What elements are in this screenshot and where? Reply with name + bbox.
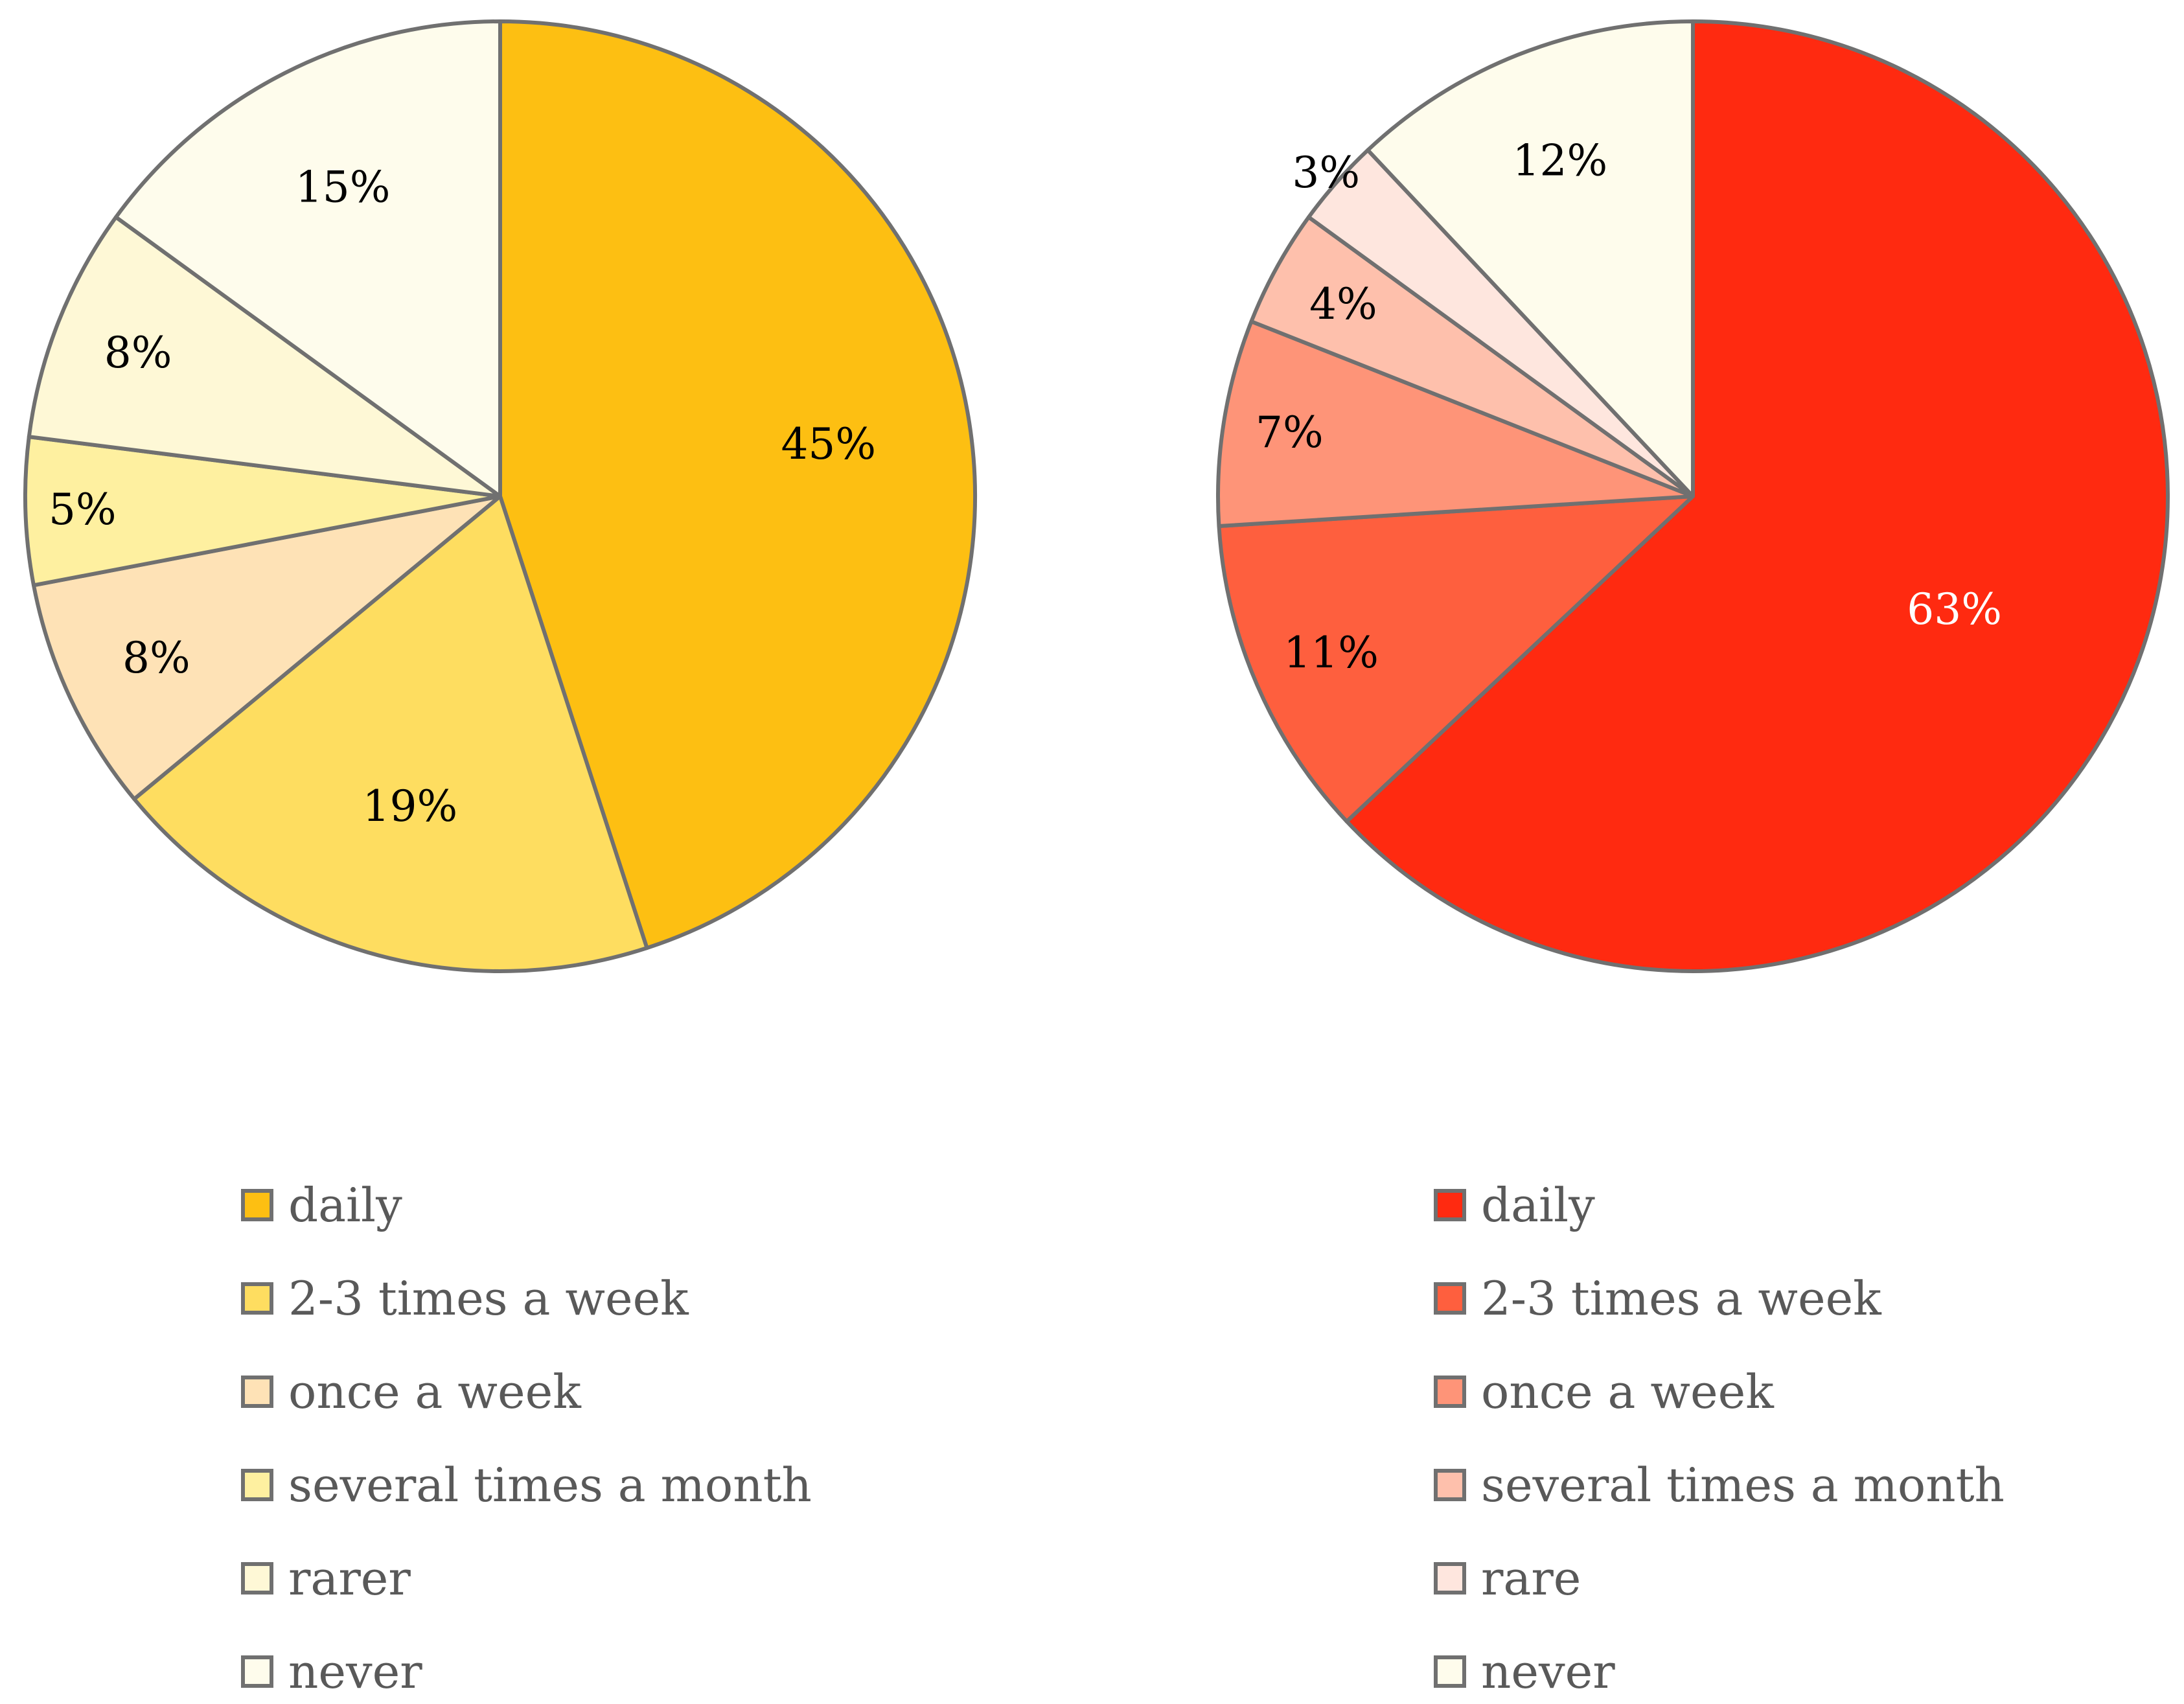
pie-slice-never [1366, 19, 1695, 498]
pie-slice-once-a-week [31, 494, 502, 801]
slice-data-label: 45% [781, 419, 876, 469]
legend-label: 2-3 times a week [288, 1271, 689, 1326]
legend-swatch [1434, 1189, 1466, 1221]
slice-data-label: 63% [1907, 584, 2002, 634]
slice-data-label: 11% [1283, 628, 1379, 678]
slice-data-label: 3% [1292, 148, 1360, 198]
slice-data-label: 7% [1256, 408, 1324, 457]
legend-label: daily [1481, 1178, 1595, 1232]
pie-slice-once-a-week [1216, 319, 1695, 529]
pie-slice-2-3-times-a-week [1217, 494, 1695, 823]
legend-swatch [241, 1282, 273, 1315]
pie-slice-rarer [27, 215, 502, 498]
pie-slice-2-3-times-a-week [132, 494, 649, 973]
legend-swatch [1434, 1655, 1466, 1688]
legend-label: daily [288, 1178, 402, 1232]
legend-label: rare [1481, 1551, 1581, 1606]
slice-data-label: 4% [1309, 279, 1377, 329]
legend-right: daily 2-3 times a week once a week several … [1434, 1178, 2005, 1699]
pie-slice-never [113, 19, 502, 498]
slice-data-label: 8% [122, 633, 190, 683]
pie-chart-left: 45% 19% 8% 5% 8% 15% [23, 19, 977, 973]
legend-swatch [1434, 1469, 1466, 1501]
slice-data-label: 19% [363, 781, 458, 831]
legend-swatch [1434, 1562, 1466, 1595]
pie-slice-daily [498, 19, 977, 950]
legend-swatch [241, 1655, 273, 1688]
pie-slice-daily [1344, 19, 2170, 973]
pie-chart-right: 63% 11% 7% 4% 3% 12% [1216, 19, 2170, 973]
legend-label: several times a month [288, 1458, 812, 1512]
legend-label: 2-3 times a week [1481, 1271, 1882, 1326]
pie-slice-several-times-a-month [23, 435, 502, 588]
legend-swatch [241, 1189, 273, 1221]
legend-label: once a week [1481, 1364, 1775, 1419]
slice-data-label: 8% [104, 328, 172, 378]
legend-swatch [241, 1562, 273, 1595]
legend-swatch [241, 1376, 273, 1408]
legend-swatch [1434, 1282, 1466, 1315]
legend-label: never [288, 1644, 422, 1699]
legend-label: several times a month [1481, 1458, 2005, 1512]
slice-data-label: 15% [295, 163, 391, 213]
legend-label: once a week [288, 1364, 582, 1419]
slice-data-label: 5% [49, 485, 117, 535]
slice-data-label: 12% [1513, 136, 1608, 186]
legend-swatch [241, 1469, 273, 1501]
legend-swatch [1434, 1376, 1466, 1408]
legend-left: daily 2-3 times a week once a week several … [241, 1178, 812, 1699]
pie-slice-several-times-a-month [1249, 215, 1695, 498]
legend-label: never [1481, 1644, 1615, 1699]
legend-label: rarer [288, 1551, 411, 1606]
